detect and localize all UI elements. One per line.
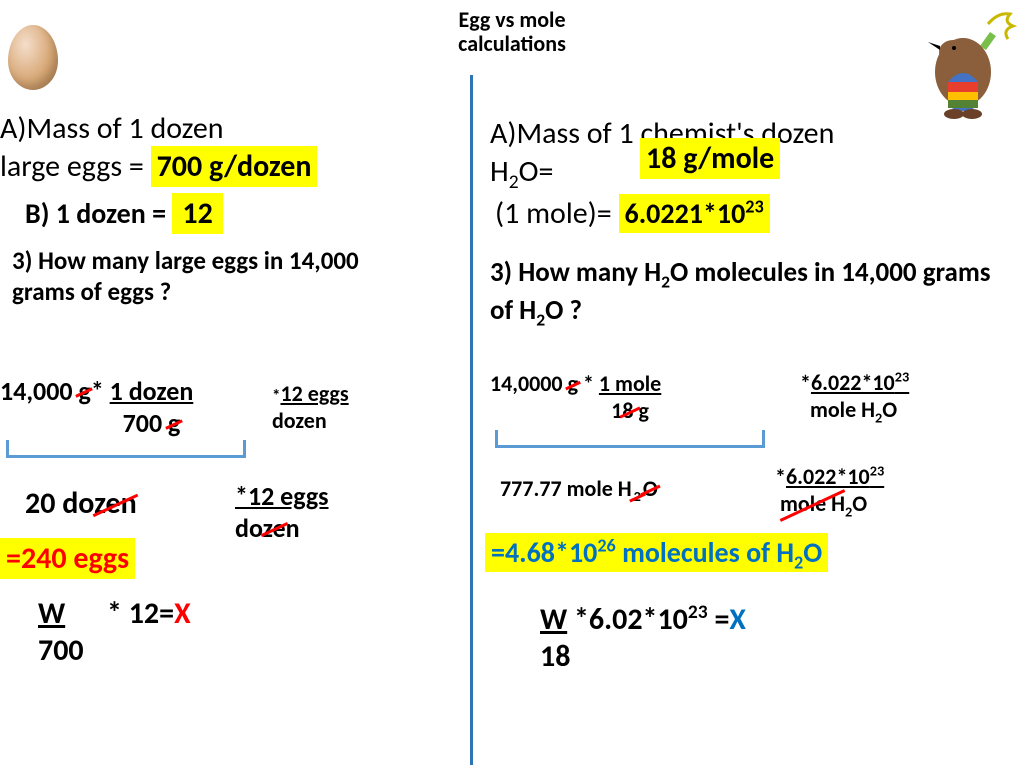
left-a-answer: 700 g/dozen <box>151 146 318 187</box>
right-calc1-right: *6.022*1023 mole H2O <box>800 368 909 427</box>
mole-chemist-icon <box>918 4 1018 119</box>
right-q3: 3) How many H2O molecules in 14,000 gram… <box>490 255 1010 331</box>
left-bracket <box>6 440 246 458</box>
left-b-line: B) 1 dozen = 12 <box>25 195 223 232</box>
right-formula: W *6.02*1023 =X 18 <box>540 600 746 675</box>
left-final: =240 eggs <box>0 540 135 577</box>
right-res1-right: *6.022*1023 mole H2O <box>775 462 884 521</box>
right-a-line2: H2O= <box>490 153 553 194</box>
title-line2: calculations <box>458 30 566 57</box>
left-calc1: 14,000 g* 1 dozen 700 g <box>0 375 193 439</box>
right-a-answer-wrap: 18 g/mole <box>640 140 780 177</box>
left-res1-right: *12 eggs dozen <box>235 480 329 544</box>
left-a-line2: large eggs = 700 g/dozen <box>0 148 317 185</box>
right-a-answer: 18 g/mole <box>640 138 780 179</box>
center-divider <box>470 75 473 765</box>
right-b-answer: 6.0221*1023 <box>619 194 770 233</box>
title-line1: Egg vs mole <box>458 6 565 33</box>
right-final: =4.68*1026 molecules of H2O <box>485 535 828 574</box>
right-b-line: (1 mole)= 6.0221*1023 <box>495 195 770 232</box>
slide-title: Egg vs mole calculations <box>0 8 1024 56</box>
left-a-line1: A)Mass of 1 dozen <box>0 110 224 147</box>
egg-icon <box>8 25 58 90</box>
right-calc1: 14,0000 g * 1 mole 18 g <box>490 370 661 424</box>
left-formula: W * 12=X 700 <box>38 595 191 669</box>
right-bracket <box>495 430 765 448</box>
left-calc1-right: *12 eggs dozen <box>272 380 349 434</box>
left-b-answer: 12 <box>172 193 222 234</box>
right-res1: 777.77 mole H2O <box>500 475 658 505</box>
left-res1: 20 dozen <box>25 485 137 522</box>
left-q3: 3) How many large eggs in 14,000 grams o… <box>12 245 392 308</box>
